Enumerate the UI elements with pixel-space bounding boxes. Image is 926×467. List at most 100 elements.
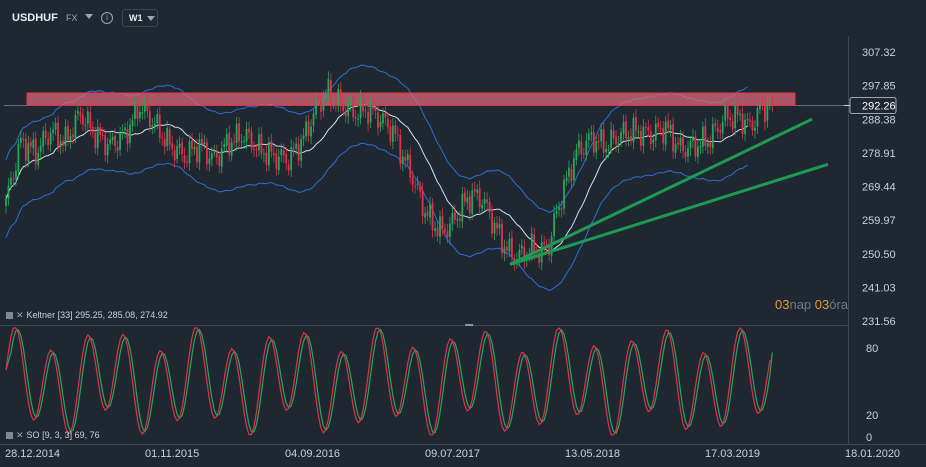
candle-body bbox=[434, 228, 436, 231]
market-label[interactable]: FX bbox=[66, 13, 78, 23]
info-icon[interactable]: i bbox=[101, 12, 113, 24]
candle-body bbox=[731, 120, 734, 129]
candle-body bbox=[751, 120, 754, 131]
candle-body bbox=[193, 147, 196, 150]
candle-body bbox=[22, 138, 25, 141]
candle-body bbox=[610, 129, 613, 149]
candle-body bbox=[520, 245, 523, 249]
candle-body bbox=[607, 149, 610, 151]
candle-body bbox=[253, 148, 255, 150]
candle-body bbox=[483, 198, 486, 204]
candle-body bbox=[416, 183, 419, 186]
candle-body bbox=[674, 143, 677, 153]
so-values: 69, 76 bbox=[74, 430, 100, 440]
candle-body bbox=[577, 140, 580, 148]
candle-body bbox=[354, 116, 357, 119]
candle-body bbox=[411, 176, 414, 185]
stochastic-oscillator bbox=[5, 326, 773, 436]
candle-body bbox=[245, 128, 248, 142]
remove-indicator-icon[interactable]: ✕ bbox=[16, 310, 24, 320]
candle-body bbox=[667, 120, 670, 129]
candle-body bbox=[761, 103, 764, 105]
candle-body bbox=[587, 133, 590, 141]
candle-body bbox=[421, 190, 424, 217]
candle-body bbox=[59, 141, 62, 147]
candle-body bbox=[726, 105, 729, 119]
trendlines bbox=[509, 117, 829, 266]
candle-body bbox=[171, 143, 174, 149]
candle-body bbox=[228, 132, 231, 155]
candle-body bbox=[287, 164, 290, 171]
candle-body bbox=[729, 117, 732, 120]
candle-body bbox=[131, 120, 134, 127]
candle-body bbox=[39, 145, 42, 152]
candle-body bbox=[766, 104, 769, 121]
remove-indicator-icon[interactable]: ✕ bbox=[16, 430, 24, 440]
candle-body bbox=[429, 204, 431, 218]
candle-body bbox=[325, 93, 327, 100]
candle-body bbox=[67, 125, 69, 140]
candle-body bbox=[617, 143, 620, 146]
candle-body bbox=[436, 227, 439, 237]
candle-body bbox=[240, 141, 243, 143]
candle-body bbox=[466, 197, 469, 203]
candle-body bbox=[19, 137, 22, 143]
candle-body bbox=[349, 102, 352, 105]
candle-body bbox=[389, 126, 392, 142]
candle-body bbox=[99, 127, 102, 136]
market-dropdown-chevron-icon[interactable] bbox=[85, 14, 93, 19]
candle-body bbox=[632, 117, 635, 143]
candle-body bbox=[77, 110, 79, 114]
candle-body bbox=[186, 161, 188, 163]
candle-body bbox=[292, 147, 295, 150]
candle-body bbox=[332, 100, 335, 104]
candle-body bbox=[592, 132, 595, 153]
candle-body bbox=[369, 103, 372, 123]
candle-body bbox=[719, 129, 722, 133]
candle-body bbox=[327, 78, 330, 92]
candle-body bbox=[10, 177, 12, 185]
candle-body bbox=[280, 149, 283, 156]
keltner-values: 295.25, 285.08, 274.92 bbox=[75, 310, 168, 320]
candle-body bbox=[659, 128, 662, 130]
candle-body bbox=[558, 207, 560, 210]
candle-body bbox=[763, 105, 766, 123]
candle-body bbox=[513, 258, 516, 263]
candle-body bbox=[272, 153, 275, 155]
candle-body bbox=[451, 212, 454, 225]
candle-body bbox=[518, 249, 521, 262]
candle-body bbox=[96, 126, 99, 148]
candle-body bbox=[37, 152, 40, 165]
oscillator-tick-label: 80 bbox=[866, 343, 878, 355]
oscillator-tick-label: 0 bbox=[866, 432, 872, 444]
date-tick-label: 04.09.2016 bbox=[285, 448, 340, 460]
indicator-settings-icon[interactable] bbox=[6, 312, 13, 320]
candle-body bbox=[302, 135, 305, 139]
candle-body bbox=[104, 135, 107, 156]
candle-body bbox=[267, 142, 270, 166]
candle-body bbox=[213, 151, 216, 153]
candle-body bbox=[81, 114, 84, 125]
candle-body bbox=[523, 246, 526, 262]
candle-body bbox=[590, 132, 593, 135]
price-tick-label: 250.50 bbox=[862, 249, 896, 261]
candle-body bbox=[570, 169, 573, 182]
price-tick-label: 241.03 bbox=[862, 282, 896, 294]
symbol-label[interactable]: USDHUF bbox=[12, 12, 58, 24]
candle-body bbox=[290, 147, 293, 170]
candle-body bbox=[72, 134, 74, 138]
candle-body bbox=[533, 234, 536, 253]
candle-body bbox=[538, 252, 541, 263]
indicator-settings-icon[interactable] bbox=[6, 432, 13, 440]
candle-body bbox=[191, 140, 193, 149]
timeframe-select[interactable]: W1 bbox=[122, 9, 158, 27]
candle-body bbox=[543, 242, 546, 245]
candle-body bbox=[129, 124, 131, 143]
candle-body bbox=[153, 123, 156, 126]
candle-body bbox=[342, 104, 345, 111]
candle-body bbox=[642, 126, 645, 147]
candle-body bbox=[687, 147, 689, 157]
candle-body bbox=[530, 233, 533, 255]
candle-body bbox=[498, 224, 501, 229]
